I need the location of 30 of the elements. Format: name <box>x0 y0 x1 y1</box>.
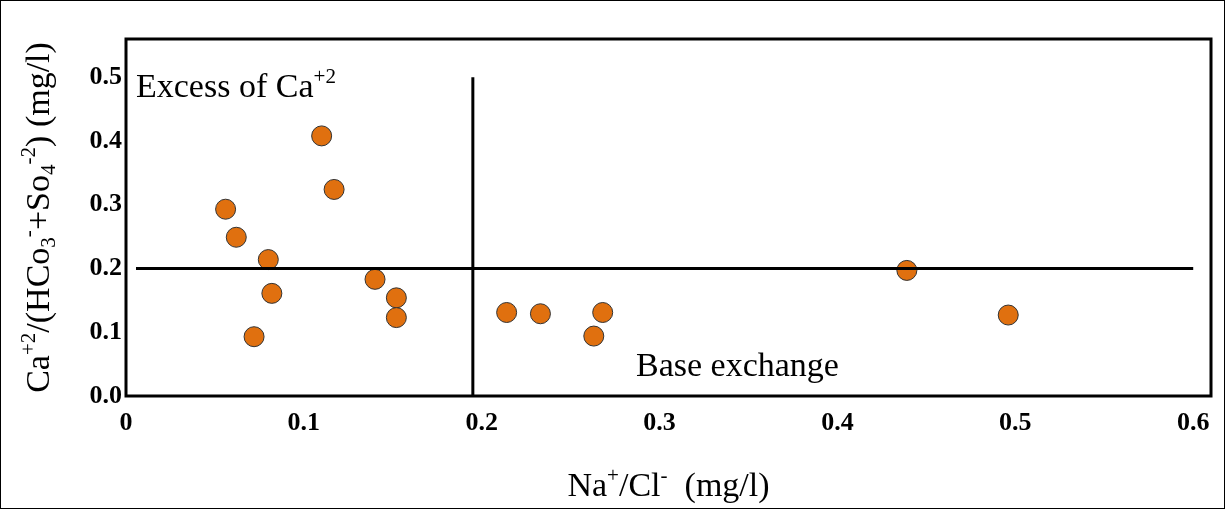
point <box>311 125 333 147</box>
x-tick-label: 0.4 <box>821 407 854 437</box>
y-tick-label: 0.1 <box>89 315 122 345</box>
x-tick-label: 0.2 <box>465 407 498 437</box>
x-tick-label: 0.5 <box>999 407 1032 437</box>
x-tick-label: 0.6 <box>1176 407 1210 437</box>
y-tick-label: 0.4 <box>89 124 122 154</box>
point <box>496 301 518 323</box>
point <box>583 325 605 347</box>
point <box>364 268 386 290</box>
point <box>261 282 283 304</box>
y-tick-label: 0.0 <box>89 379 122 409</box>
y-tick-label: 0.5 <box>89 60 122 90</box>
point <box>225 226 247 248</box>
x-tick-label: 0.1 <box>287 407 321 437</box>
x-axis-title: Na+/Cl- (mg/l) <box>567 463 770 504</box>
y-tick-label: 0.3 <box>89 188 122 218</box>
point <box>323 178 345 200</box>
x-tick-label: 0 <box>119 407 133 437</box>
point <box>215 198 237 220</box>
point <box>529 303 551 325</box>
point <box>243 326 265 348</box>
point <box>385 307 407 329</box>
point <box>592 301 614 323</box>
y-tick-label: 0.2 <box>89 252 122 282</box>
point <box>997 304 1019 326</box>
point <box>385 287 407 309</box>
x-tick-label: 0.3 <box>643 407 676 437</box>
text: Ca+2/(HCo3-+So4-2) (mg/l) <box>16 42 61 393</box>
annotation: Base exchange <box>636 346 839 383</box>
